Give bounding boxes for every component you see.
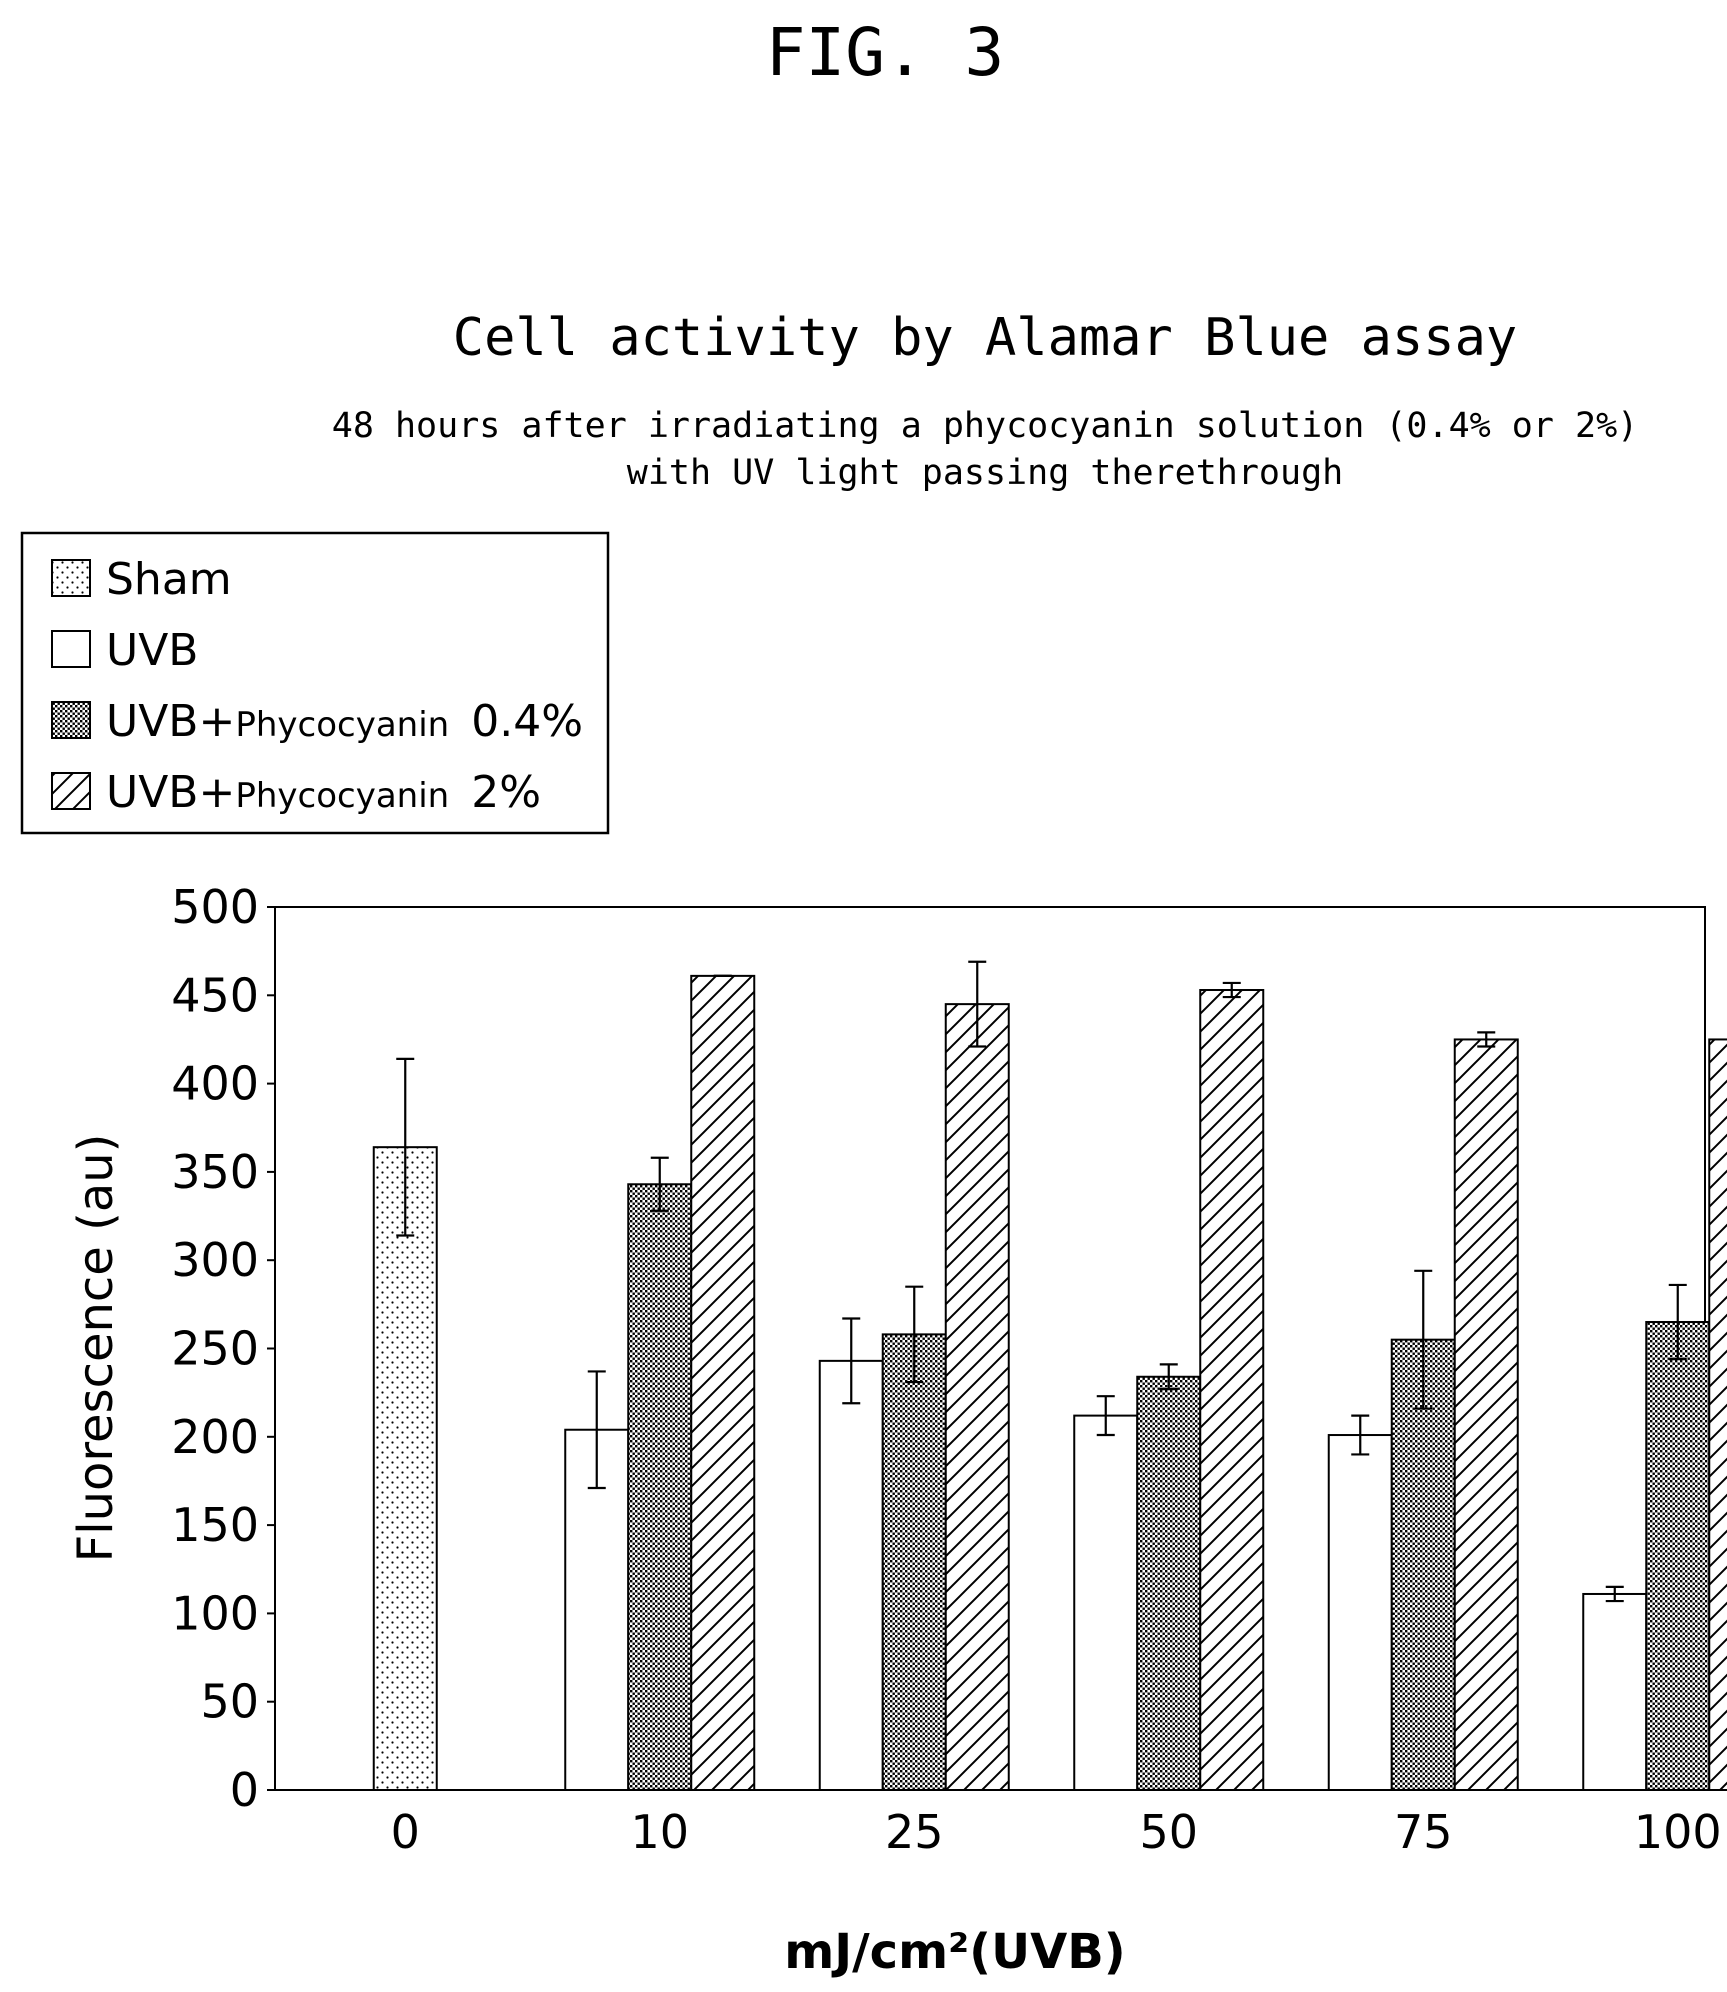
bar-uvb-phycocyanin-0-4--50 [1136,1375,1202,1791]
bar-uvb-phycocyanin-2--75 [1453,1038,1519,1791]
x-tick-label: 100 [1634,1805,1722,1859]
figure-label: FIG. 3 [766,14,1004,91]
y-tick-label: 100 [171,1586,259,1640]
y-tick-label: 250 [171,1322,259,1376]
x-tick-label: 75 [1394,1805,1453,1859]
bar-uvb-phycocyanin-2--100 [1708,1038,1727,1791]
bar-uvb-phycocyanin-0-4--10 [627,1183,693,1791]
plot-area: 0 50 100 150 200 250 300 350 400 450 500 0 10 25 50 75… [171,880,1727,1859]
chart-subtitle-line-2: with UV light passing therethrough [627,453,1343,493]
y-tick-label: 0 [230,1763,259,1817]
y-axis: 0 50 100 150 200 250 300 350 400 450 500 [171,880,275,1817]
legend-swatch [51,772,91,810]
x-tick-label: 10 [630,1805,689,1859]
x-tick-label: 0 [391,1805,420,1859]
bars-layer [372,974,1727,1792]
y-tick-label: 300 [171,1233,259,1287]
x-tick-label: 50 [1139,1805,1198,1859]
legend-swatch [51,559,91,597]
x-axis-label: mJ/cm²(UVB) [784,1924,1125,1980]
x-tick-label: 25 [885,1805,944,1859]
error-bars-layer [396,960,1687,1603]
legend-swatch [51,630,91,668]
y-tick-label: 150 [171,1498,259,1552]
y-axis-label: Fluorescence (au) [68,1134,124,1563]
bar-uvb-phycocyanin-0-4--100 [1645,1321,1711,1791]
legend-label: Sham [106,554,232,605]
bar-uvb-phycocyanin-0-4--25 [881,1333,947,1791]
bar-uvb-100 [1582,1592,1648,1791]
bar-uvb-25 [818,1359,884,1792]
bar-uvb-phycocyanin-2--25 [944,1003,1010,1791]
chart-subtitle-line-1: 48 hours after irradiating a phycocyanin… [332,406,1638,446]
bar-uvb-phycocyanin-2--10 [690,974,756,1791]
y-tick-label: 400 [171,1057,259,1111]
y-tick-label: 450 [171,968,259,1022]
legend: Sham UVB UVB+Phycocyanin 0.4% UVB+Phycocyani… [20,531,610,835]
legend-frame [20,531,610,835]
legend-label: UVB [106,625,199,676]
y-tick-label: 200 [171,1410,259,1464]
x-axis: 0 10 25 50 75 100 [391,1805,1722,1859]
legend-swatch [51,701,91,739]
y-tick-label: 350 [171,1145,259,1199]
legend-label: UVB+Phycocyanin 2% [106,767,541,818]
bar-uvb-10 [564,1428,630,1791]
bar-uvb-75 [1327,1434,1393,1792]
y-tick-label: 50 [200,1675,259,1729]
bar-uvb-phycocyanin-2--50 [1199,989,1265,1791]
chart-title: Cell activity by Alamar Blue assay [453,308,1517,368]
y-tick-label: 500 [171,880,259,934]
bar-uvb-50 [1073,1414,1139,1792]
legend-label: UVB+Phycocyanin 0.4% [106,696,583,747]
bar-uvb-phycocyanin-0-4--75 [1390,1338,1456,1792]
bar-sham-0 [372,1146,438,1791]
